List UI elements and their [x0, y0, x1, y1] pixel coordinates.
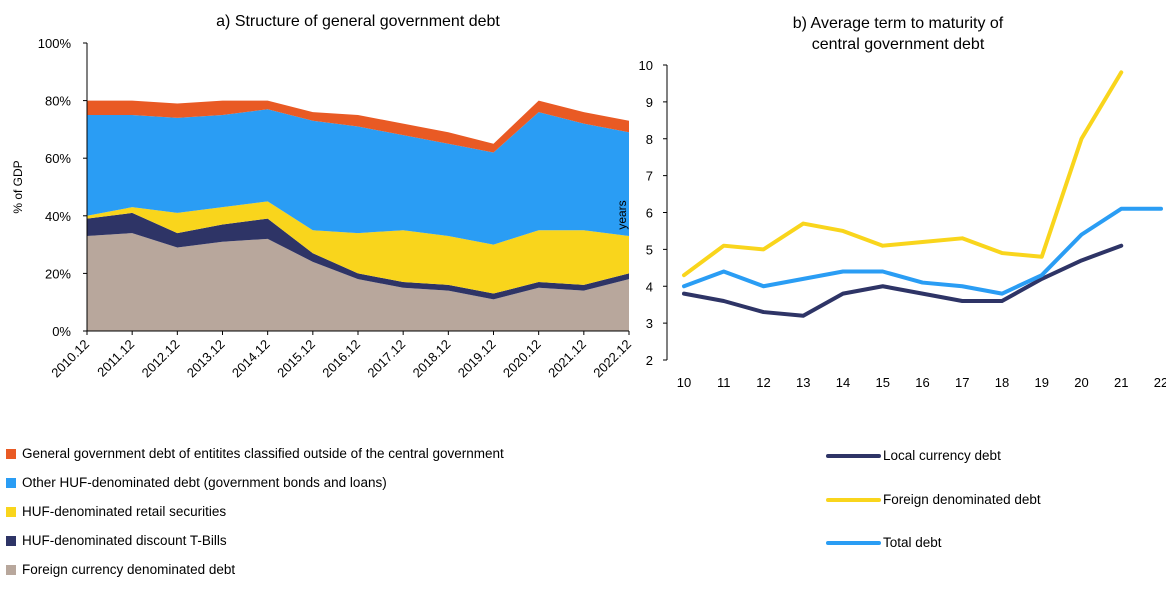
legend-item: Total debt — [826, 535, 1156, 579]
chart-b-xtick-label: 18 — [995, 375, 1009, 390]
chart-b-xtick-label: 17 — [955, 375, 969, 390]
chart-b-ytick-label: 7 — [646, 169, 653, 184]
legend-swatch — [6, 565, 16, 575]
area-series-3 — [87, 109, 629, 245]
chart-a-xtick-label: 2017.12 — [364, 337, 408, 381]
chart-a-xtick-label: 2010.12 — [48, 337, 92, 381]
area-series-1 — [87, 212, 629, 300]
chart-a-xtick-label: 2020.12 — [500, 337, 544, 381]
legend-item: Local currency debt — [826, 448, 1156, 492]
chart-b-xtick-label: 10 — [677, 375, 691, 390]
legend-label: General government debt of entitites cla… — [22, 446, 504, 461]
chart-b-xtick-label: 20 — [1074, 375, 1088, 390]
chart-b-ytick-label: 10 — [639, 58, 653, 73]
chart-b-xtick-label: 11 — [717, 375, 731, 390]
legend-swatch — [6, 507, 16, 517]
legend-line — [826, 541, 881, 545]
chart-b-ytick-label: 2 — [646, 353, 653, 368]
chart-b-xtick-label: 21 — [1114, 375, 1128, 390]
chart-b-title-line: central government debt — [812, 36, 985, 53]
legend-item: General government debt of entitites cla… — [6, 446, 666, 475]
legend-item: HUF-denominated retail securities — [6, 504, 666, 533]
legend-maturity: Local currency debt Foreign denominated d… — [826, 448, 1156, 579]
chart-a-xtick-label: 2013.12 — [184, 337, 228, 381]
legend-label: Foreign currency denominated debt — [22, 562, 236, 577]
chart-a-xtick-label: 2011.12 — [94, 337, 137, 380]
chart-a-ytick-label: 60% — [45, 151, 71, 166]
chart-b-ytick-label: 5 — [646, 242, 653, 257]
chart-b-xtick-label: 22 — [1154, 375, 1166, 390]
legend-item: Foreign currency denominated debt — [6, 562, 666, 591]
chart-b-xtick-label: 13 — [796, 375, 810, 390]
chart-b-ylabel: years — [615, 200, 629, 229]
chart-a-ytick-label: 0% — [52, 324, 71, 339]
legend-item: HUF-denominated discount T-Bills — [6, 533, 666, 562]
legend-label: Total debt — [883, 535, 942, 550]
legend-item: Foreign denominated debt — [826, 492, 1156, 536]
chart-b-xtick-label: 15 — [876, 375, 890, 390]
line-series-0 — [682, 243, 1124, 318]
chart-a-ylabel: % of GDP — [11, 160, 25, 213]
legend-swatch — [6, 449, 16, 459]
legend-label: Other HUF-denominated debt (government b… — [22, 475, 387, 490]
chart-b-ytick-label: 4 — [646, 279, 653, 294]
chart-b-xtick-label: 19 — [1035, 375, 1049, 390]
legend-item: Other HUF-denominated debt (government b… — [6, 475, 666, 504]
area-series-0 — [87, 233, 629, 331]
chart-b-xtick-label: 14 — [836, 375, 850, 390]
chart-b-ytick-label: 9 — [646, 95, 653, 110]
chart-a-xtick-label: 2015.12 — [274, 337, 318, 381]
chart-b-title-line: b) Average term to maturity of — [793, 15, 1004, 32]
chart-a-xtick-label: 2018.12 — [410, 337, 454, 381]
chart-a-title: a) Structure of general government debt — [216, 13, 500, 30]
chart-a-xtick-label: 2016.12 — [319, 337, 363, 381]
chart-a-ytick-label: 100% — [38, 36, 72, 51]
legend-line — [826, 454, 881, 458]
legend-swatch — [6, 536, 16, 546]
chart-a-ytick-label: 40% — [45, 209, 71, 224]
chart-b-xtick-label: 12 — [756, 375, 770, 390]
area-series-2 — [87, 201, 629, 294]
legend-structure: General government debt of entitites cla… — [6, 446, 666, 591]
line-series-1 — [682, 70, 1124, 278]
legend-line — [826, 497, 881, 502]
chart-b-ytick-label: 8 — [646, 132, 653, 147]
chart-a-ytick-label: 80% — [45, 94, 71, 109]
chart-a-xtick-label: 2019.12 — [455, 337, 499, 381]
chart-a-ytick-label: 20% — [45, 266, 71, 281]
chart-b-ytick-label: 3 — [646, 316, 653, 331]
legend-label: HUF-denominated retail securities — [22, 504, 227, 519]
chart-a-xtick-label: 2014.12 — [229, 337, 273, 381]
chart-a-xtick-label: 2022.12 — [590, 337, 634, 381]
line-series-2 — [682, 206, 1163, 296]
chart-a-xtick-label: 2012.12 — [139, 337, 183, 381]
chart-b-ytick-label: 6 — [646, 206, 653, 221]
area-series-4 — [87, 100, 629, 153]
chart-a-xtick-label: 2021.12 — [545, 337, 589, 381]
legend-label: HUF-denominated discount T-Bills — [22, 533, 227, 548]
legend-label: Local currency debt — [883, 448, 1001, 463]
legend-swatch — [6, 478, 16, 488]
legend-label: Foreign denominated debt — [883, 491, 1041, 507]
chart-b-xtick-label: 16 — [915, 375, 929, 390]
